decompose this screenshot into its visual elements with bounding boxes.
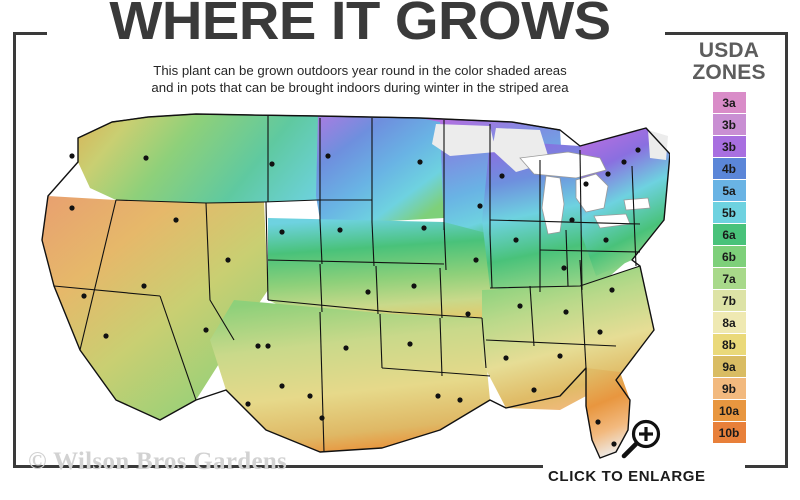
zone-region-california-basin <box>42 196 268 420</box>
usa-map-svg[interactable] <box>20 100 670 460</box>
legend-swatch-3b-2: 3b <box>712 136 746 157</box>
frame-top-left-border <box>13 32 47 35</box>
subtitle: This plant can be grown outdoors year ro… <box>40 62 680 96</box>
click-to-enlarge-label[interactable]: CLICK TO ENLARGE <box>548 468 706 485</box>
zone-region-florida <box>586 368 630 458</box>
legend-swatch-4b-3: 4b <box>712 158 746 179</box>
frame-top-right-border <box>665 32 788 35</box>
watermark: © Wilson Bros Gardens <box>28 448 288 475</box>
legend-swatch-10b-15: 10b <box>712 422 746 443</box>
page-title: WHERE IT GROWS <box>109 0 611 51</box>
legend-swatch-8a-10: 8a <box>712 312 746 333</box>
legend-title-line-2: ZONES <box>692 61 766 84</box>
lake-ontario <box>623 197 651 211</box>
legend-swatch-9b-13: 9b <box>712 378 746 399</box>
unshaded-northern-maine <box>648 130 668 160</box>
zone-region-pacific-northwest <box>78 114 372 204</box>
legend-swatch-3b-1: 3b <box>712 114 746 135</box>
legend-swatch-5a-4: 5a <box>712 180 746 201</box>
legend-swatch-8b-11: 8b <box>712 334 746 355</box>
city-dots <box>69 147 641 447</box>
legend-title-line-1: USDA <box>698 39 760 62</box>
legend-swatch-7b-9: 7b <box>712 290 746 311</box>
legend-swatch-9a-12: 9a <box>712 356 746 377</box>
legend-swatch-6a-6: 6a <box>712 224 746 245</box>
hardiness-zone-map[interactable] <box>20 100 670 460</box>
usa-outline <box>41 113 670 459</box>
frame-bottom-left-border <box>13 465 543 468</box>
legend-swatch-5b-5: 5b <box>712 202 746 223</box>
zone-region-northern-rockies <box>316 116 444 222</box>
great-lakes <box>519 151 651 235</box>
legend-swatch-6b-7: 6b <box>712 246 746 267</box>
frame-right-border <box>785 32 788 468</box>
lake-michigan <box>541 175 565 235</box>
legend-title: USDA ZONES <box>676 40 782 84</box>
legend-swatch-3a-0: 3a <box>712 92 746 113</box>
usda-zones-legend: USDA ZONES 3a 3b 3b 4b 5a 5b 6a 6b 7a 7b 8a 8b 9a 9b 1… <box>676 40 782 443</box>
zone-region-southern-plains <box>210 300 490 452</box>
frame-bottom-right-border <box>745 465 788 468</box>
legend-swatch-list: 3a 3b 3b 4b 5a 5b 6a 6b 7a 7b 8a 8b 9a 9b 10a 10b <box>676 92 782 443</box>
legend-swatch-7a-8: 7a <box>712 268 746 289</box>
unshaded-north-dakota <box>432 124 496 156</box>
magnifier-plus-icon[interactable] <box>616 418 666 460</box>
lake-superior <box>519 151 607 179</box>
legend-swatch-10a-14: 10a <box>712 400 746 421</box>
subtitle-line-1: This plant can be grown outdoors year ro… <box>153 63 567 78</box>
frame-left-border <box>13 32 16 468</box>
subtitle-line-2: and in pots that can be brought indoors … <box>151 80 569 95</box>
